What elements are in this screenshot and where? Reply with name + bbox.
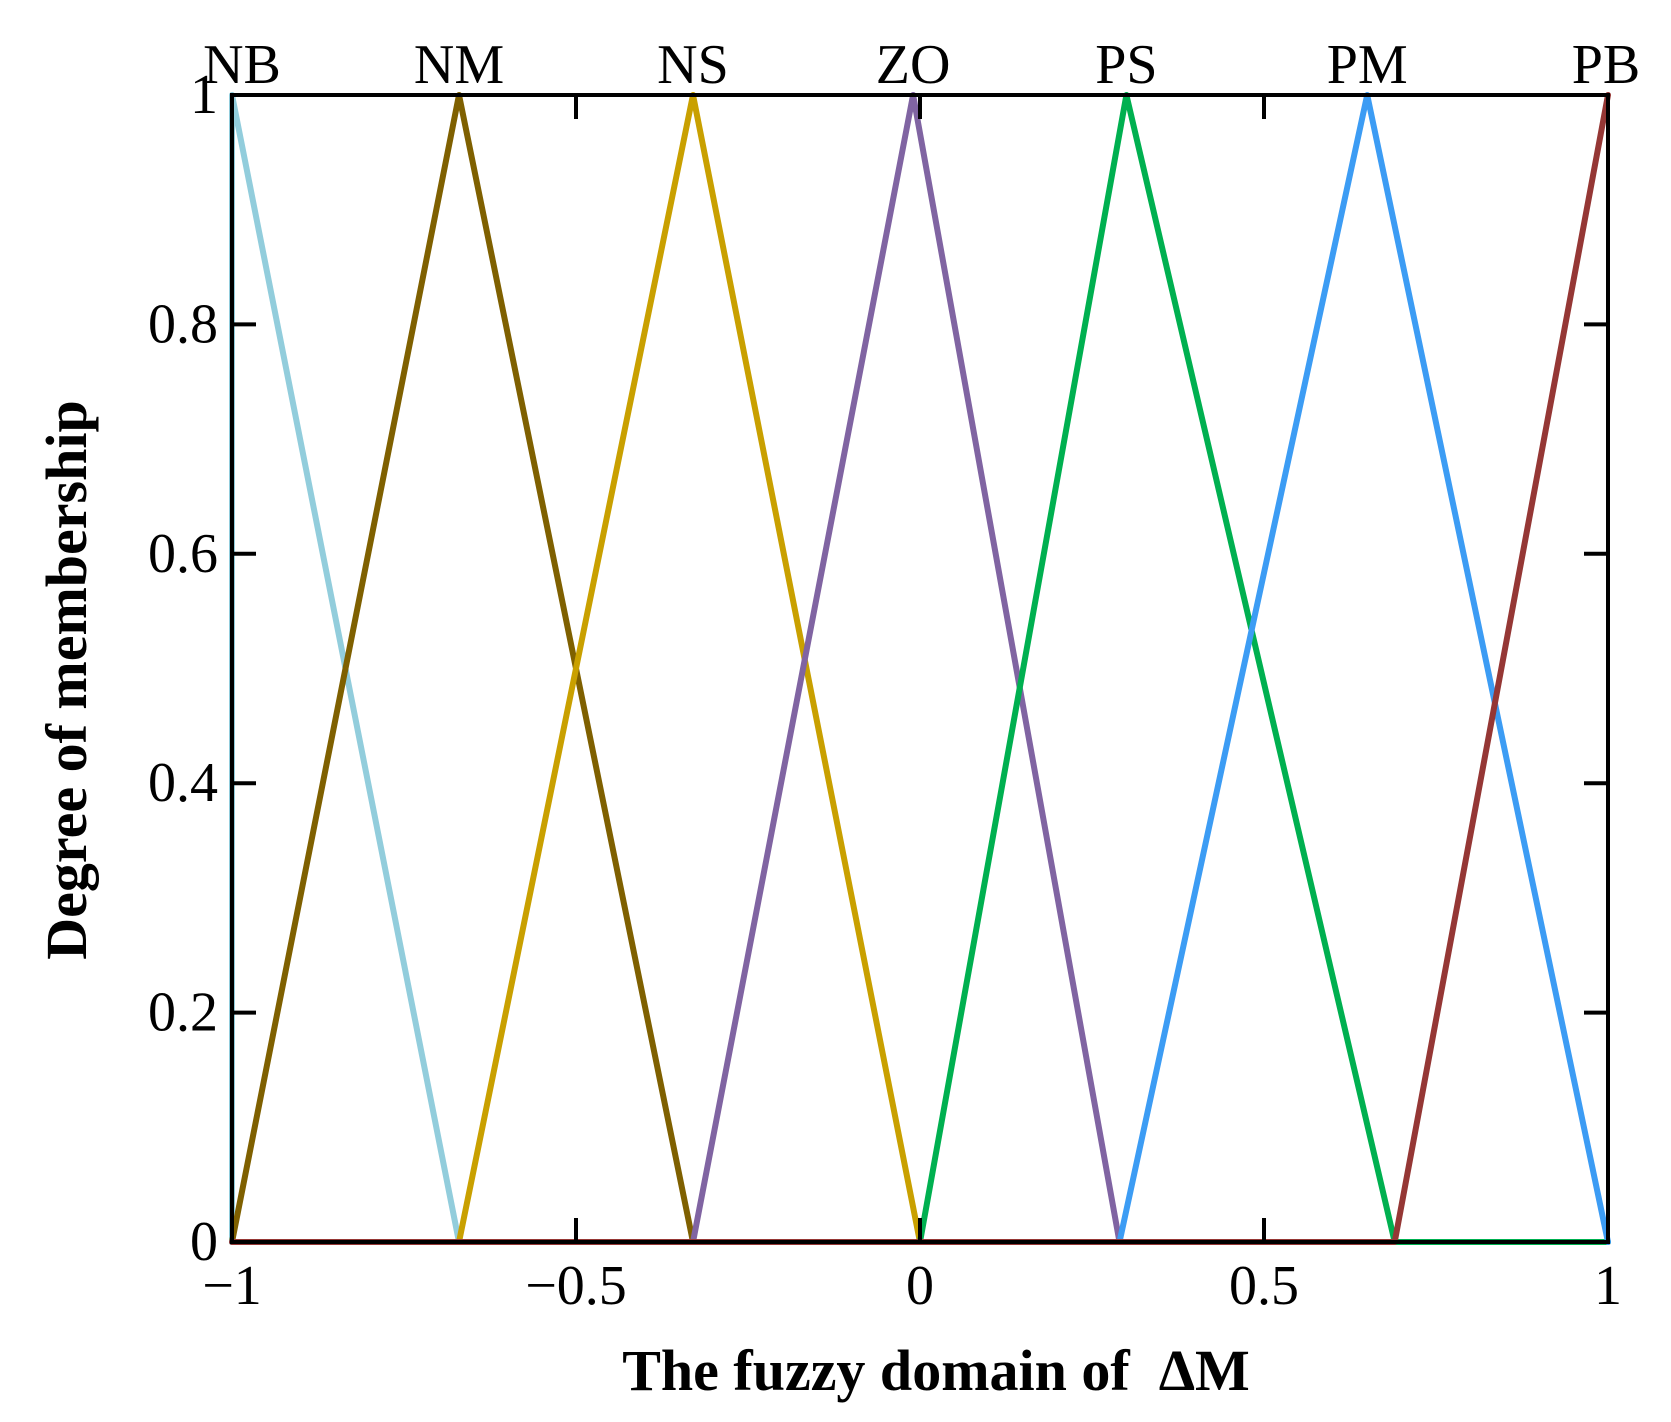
mf-label-pm: PM xyxy=(1327,34,1408,96)
mf-line-pm xyxy=(229,92,1611,1245)
mf-label-pb: PB xyxy=(1572,34,1641,96)
x-tick-label: −0.5 xyxy=(525,1255,627,1317)
y-tick-label: 0.4 xyxy=(148,752,218,814)
y-tick-label: 1 xyxy=(190,64,218,126)
y-axis-title: Degree of membership xyxy=(34,400,99,959)
x-tick-labels: −1 −0.5 0 0.5 1 xyxy=(202,1255,1622,1317)
x-tick-label: −1 xyxy=(202,1255,262,1317)
mf-label-ps: PS xyxy=(1095,34,1157,96)
x-tick-label: 1 xyxy=(1594,1255,1622,1317)
y-tick-label: 0.8 xyxy=(148,293,218,355)
y-tick-label: 0 xyxy=(190,1211,218,1273)
axis-ticks xyxy=(232,95,1608,1242)
membership-function-lines xyxy=(229,92,1611,1245)
mf-label-nm: NM xyxy=(414,34,504,96)
y-tick-label: 0.6 xyxy=(148,523,218,585)
y-tick-label: 0.2 xyxy=(148,982,218,1044)
membership-function-labels: NB NM NS ZO PS PM PB xyxy=(203,34,1640,96)
x-axis-title: The fuzzy domain of ΔM xyxy=(622,1338,1250,1403)
mf-label-ns: NS xyxy=(657,34,729,96)
x-tick-label: 0.5 xyxy=(1229,1255,1299,1317)
mf-label-nb: NB xyxy=(203,34,281,96)
x-tick-label: 0 xyxy=(906,1255,934,1317)
y-tick-labels: 0 0.2 0.4 0.6 0.8 1 xyxy=(148,64,218,1273)
mf-label-zo: ZO xyxy=(876,34,951,96)
